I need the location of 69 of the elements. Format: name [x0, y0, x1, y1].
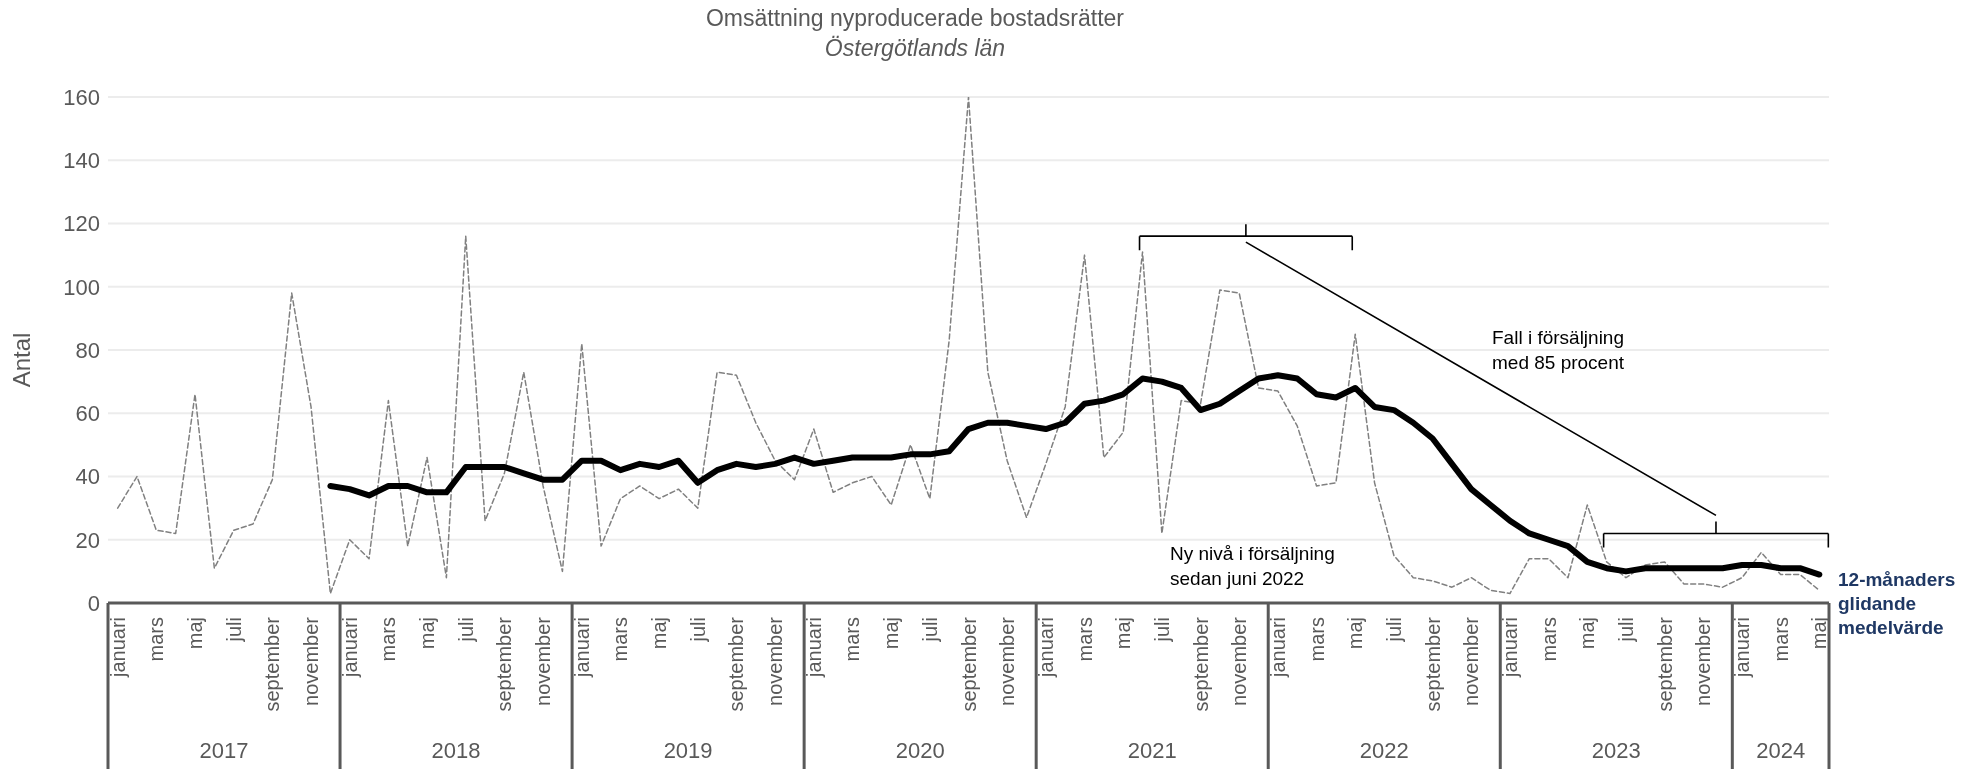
x-tick-label: november — [1692, 616, 1715, 706]
x-tick-label: mars — [609, 617, 632, 662]
x-tick-label: mars — [377, 617, 400, 662]
x-tick-label: januari — [802, 617, 825, 679]
x-tick-label: juli — [918, 617, 941, 643]
text: 2022 — [1359, 738, 1409, 763]
x-tick-label: november — [996, 616, 1019, 706]
x-tick-label: juli — [1150, 617, 1173, 643]
text: 2019 — [663, 738, 713, 763]
x-tick-label: mars — [1073, 617, 1096, 662]
x-tick-label: maj — [184, 617, 207, 650]
x-tick-label: september — [493, 616, 516, 712]
x-tick-label: september — [1421, 616, 1444, 712]
x-tick-label: maj — [648, 617, 671, 650]
x-tick-label: november — [1228, 616, 1251, 706]
y-tick-label: 120 — [63, 211, 100, 237]
x-tick-label: januari — [338, 617, 361, 679]
text: 2020 — [895, 738, 945, 763]
x-tick-label: mars — [1537, 617, 1560, 662]
text: 2018 — [431, 738, 481, 763]
annotation: Fall i försäljning med 85 procent — [1492, 327, 1625, 373]
y-tick-label: 100 — [63, 274, 100, 300]
x-tick-label: maj — [1344, 617, 1367, 650]
x-tick-label: maj — [1576, 617, 1599, 650]
x-tick-label: juli — [686, 617, 709, 643]
text: 2017 — [199, 738, 249, 763]
y-tick-label: 20 — [75, 527, 100, 553]
x-tick-label: september — [957, 616, 980, 712]
line-series — [116, 97, 1821, 595]
x-tick-label: juli — [454, 617, 477, 643]
chart-subtitle: Östergötlands län — [824, 35, 1006, 61]
y-tick-label: 0 — [87, 590, 100, 616]
y-tick-label: 160 — [63, 84, 100, 110]
x-tick-label: september — [1653, 616, 1676, 712]
x-tick-label: september — [725, 616, 748, 712]
y-tick-label: 60 — [75, 401, 100, 427]
annotation: Ny nivå i försäljning sedan juni 2022 — [1170, 543, 1335, 589]
x-tick-label: maj — [1808, 617, 1831, 650]
chart-title: Omsättning nyproducerade bostadsrätter — [705, 5, 1125, 31]
x-tick-label: september — [261, 616, 284, 712]
x-tick-label: november — [1460, 616, 1483, 706]
y-axis-title: Antal — [8, 332, 35, 388]
x-tick-label: mars — [145, 617, 168, 662]
text: 2023 — [1591, 738, 1641, 763]
x-tick-label: juli — [1382, 617, 1405, 643]
x-tick-label: maj — [880, 617, 903, 650]
x-tick-label: januari — [1730, 617, 1753, 679]
x-tick-label: mars — [1305, 617, 1328, 662]
y-tick-label: 140 — [63, 148, 100, 174]
x-tick-label: november — [764, 616, 787, 706]
y-tick-label: 80 — [75, 337, 100, 363]
x-tick-label: september — [1189, 616, 1212, 712]
x-tick-label: januari — [1266, 617, 1289, 679]
x-tick-label: november — [532, 616, 555, 706]
x-tick-label: juli — [222, 617, 245, 643]
x-tick-label: mars — [1769, 617, 1792, 662]
x-tick-label: januari — [570, 617, 593, 679]
x-tick-label: juli — [1614, 617, 1637, 643]
x-tick-label: januari — [1034, 617, 1057, 679]
legend-label: 12-månaders glidande medelvärde — [1838, 569, 1956, 638]
x-tick-label: maj — [416, 617, 439, 650]
y-tick-label: 40 — [75, 464, 100, 490]
x-tick-label: november — [300, 616, 323, 706]
x-tick-label: maj — [1112, 617, 1135, 650]
x-tick-label: januari — [1498, 617, 1521, 679]
text: 2024 — [1756, 738, 1806, 763]
x-tick-label: januari — [106, 617, 129, 679]
x-tick-label: mars — [841, 617, 864, 662]
text: 2021 — [1127, 738, 1177, 763]
